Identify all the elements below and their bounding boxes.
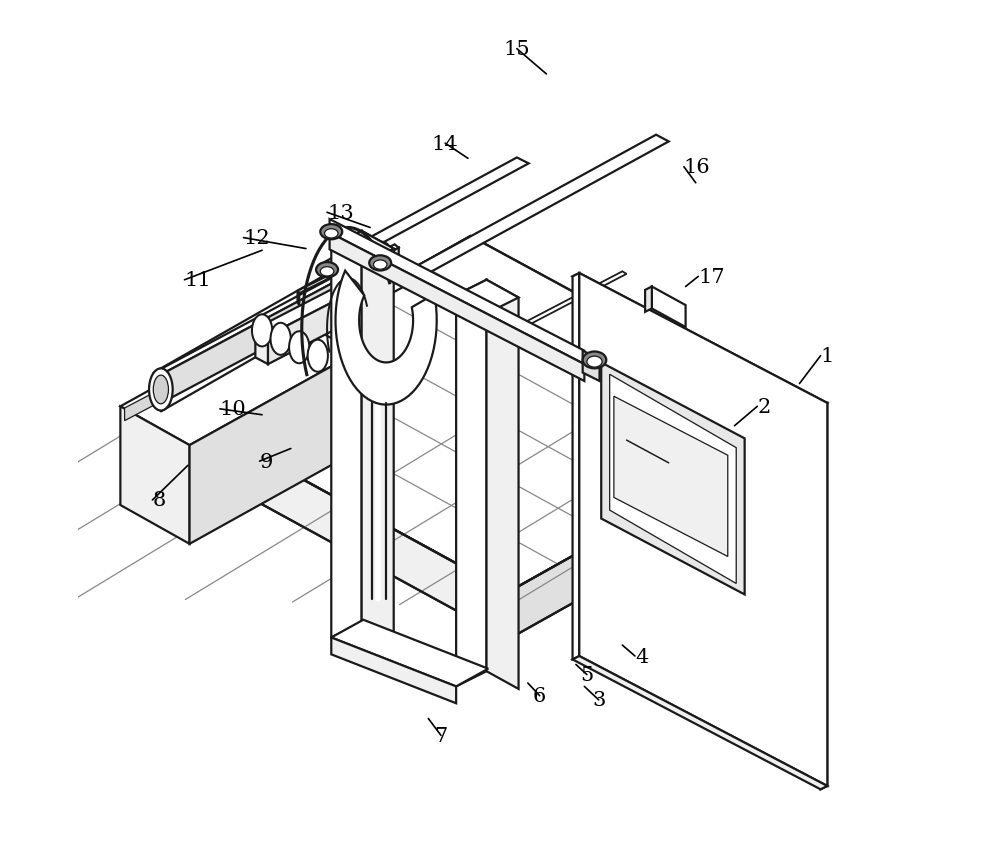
Ellipse shape <box>252 315 272 347</box>
Text: 8: 8 <box>152 491 166 510</box>
Polygon shape <box>217 136 669 382</box>
Polygon shape <box>336 272 437 405</box>
Text: 4: 4 <box>635 647 648 666</box>
Polygon shape <box>323 159 529 269</box>
Polygon shape <box>331 246 488 313</box>
Polygon shape <box>573 657 827 789</box>
Text: 9: 9 <box>260 452 273 471</box>
Ellipse shape <box>153 376 168 404</box>
Polygon shape <box>573 273 579 660</box>
Polygon shape <box>169 407 508 640</box>
Text: 1: 1 <box>821 347 834 365</box>
Text: 10: 10 <box>220 400 247 419</box>
Text: 6: 6 <box>533 686 546 706</box>
Text: 7: 7 <box>434 726 448 745</box>
Polygon shape <box>190 353 357 544</box>
Polygon shape <box>525 272 627 325</box>
Polygon shape <box>298 291 299 306</box>
Polygon shape <box>150 264 386 391</box>
Ellipse shape <box>289 332 309 364</box>
Ellipse shape <box>271 323 291 355</box>
Text: 15: 15 <box>504 40 530 59</box>
Polygon shape <box>298 249 384 294</box>
Ellipse shape <box>320 268 334 277</box>
Polygon shape <box>217 376 230 397</box>
Polygon shape <box>610 375 736 584</box>
Polygon shape <box>645 287 652 312</box>
Polygon shape <box>330 219 584 365</box>
Text: 12: 12 <box>244 229 270 248</box>
Polygon shape <box>821 403 827 789</box>
Polygon shape <box>169 236 812 592</box>
Text: 16: 16 <box>684 158 711 177</box>
Polygon shape <box>154 373 158 405</box>
Ellipse shape <box>583 352 606 369</box>
Polygon shape <box>579 273 827 786</box>
Ellipse shape <box>373 261 387 270</box>
Polygon shape <box>331 230 593 365</box>
Polygon shape <box>525 322 530 336</box>
Text: 14: 14 <box>432 134 458 154</box>
Polygon shape <box>583 351 600 381</box>
Ellipse shape <box>149 369 173 411</box>
Polygon shape <box>456 280 487 686</box>
Polygon shape <box>456 280 519 313</box>
Polygon shape <box>158 248 399 405</box>
Polygon shape <box>120 407 190 544</box>
Ellipse shape <box>369 256 391 271</box>
Polygon shape <box>583 302 822 429</box>
Polygon shape <box>331 620 488 686</box>
Polygon shape <box>573 273 827 407</box>
Ellipse shape <box>325 230 338 239</box>
Polygon shape <box>601 363 745 595</box>
Ellipse shape <box>316 262 338 278</box>
Polygon shape <box>652 287 686 327</box>
Polygon shape <box>268 284 369 365</box>
Ellipse shape <box>374 249 389 278</box>
Polygon shape <box>255 329 268 365</box>
Ellipse shape <box>587 357 602 368</box>
Text: 5: 5 <box>580 665 594 684</box>
Polygon shape <box>614 397 728 557</box>
Polygon shape <box>487 280 519 689</box>
Text: 13: 13 <box>327 203 354 223</box>
Polygon shape <box>331 231 362 638</box>
Text: 17: 17 <box>698 268 725 287</box>
Polygon shape <box>255 277 369 336</box>
Ellipse shape <box>370 242 394 284</box>
Text: 11: 11 <box>184 271 211 290</box>
Text: 2: 2 <box>757 398 771 416</box>
Polygon shape <box>154 245 399 376</box>
Polygon shape <box>362 231 394 641</box>
Polygon shape <box>508 422 812 640</box>
Polygon shape <box>331 638 456 703</box>
Ellipse shape <box>308 340 328 372</box>
Ellipse shape <box>374 246 393 280</box>
Text: 3: 3 <box>592 690 605 710</box>
Polygon shape <box>120 314 357 446</box>
Ellipse shape <box>320 225 342 240</box>
Polygon shape <box>330 233 584 381</box>
Polygon shape <box>125 384 171 421</box>
Polygon shape <box>583 289 822 427</box>
Polygon shape <box>331 231 394 264</box>
Polygon shape <box>576 279 822 427</box>
